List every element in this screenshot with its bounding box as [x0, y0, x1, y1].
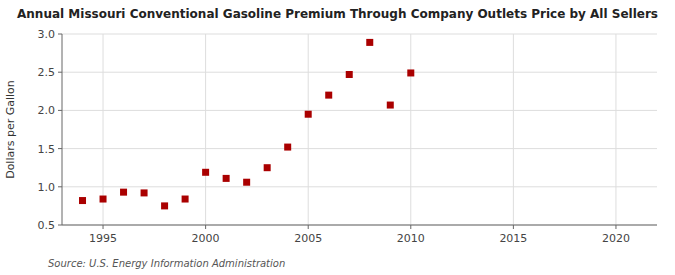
grid-line — [62, 148, 657, 149]
tick-mark — [58, 225, 62, 226]
tick-mark — [58, 148, 62, 149]
tick-mark — [513, 225, 514, 229]
grid-line — [615, 34, 616, 225]
tick-label: 1.0 — [38, 181, 56, 194]
y-axis-line — [62, 34, 63, 225]
grid-line — [410, 34, 411, 225]
tick-label: 2000 — [192, 232, 220, 245]
tick-label: 2005 — [294, 232, 322, 245]
tick-label: 2.0 — [38, 104, 56, 117]
grid-line — [62, 34, 657, 35]
grid-line — [205, 34, 206, 225]
tick-mark — [205, 225, 206, 229]
data-point — [407, 69, 414, 76]
data-point — [387, 102, 394, 109]
tick-label: 2015 — [499, 232, 527, 245]
data-point — [161, 202, 168, 209]
data-point — [120, 189, 127, 196]
y-axis-label: Dollars per Gallon — [4, 80, 17, 179]
tick-mark — [58, 72, 62, 73]
axes: 0.5 1.0 1.5 2.0 2.5 3.0 1995 2000 2005 2010 2015 20… — [38, 28, 658, 245]
tick-label: 2010 — [397, 232, 425, 245]
data-point — [243, 179, 250, 186]
tick-label: 2020 — [602, 232, 630, 245]
x-axis-line — [62, 225, 657, 226]
data-point — [182, 196, 189, 203]
tick-mark — [58, 34, 62, 35]
tick-mark — [58, 186, 62, 187]
tick-mark — [615, 225, 616, 229]
data-point — [305, 111, 312, 118]
grid-line — [62, 186, 657, 187]
data-point — [202, 169, 209, 176]
grid-line — [308, 34, 309, 225]
tick-label: 1.5 — [38, 143, 56, 156]
data-point — [325, 92, 332, 99]
grid-line — [513, 34, 514, 225]
tick-label: 3.0 — [38, 28, 56, 41]
tick-label: 0.5 — [38, 219, 56, 232]
grid-line — [62, 110, 657, 111]
tick-mark — [410, 225, 411, 229]
data-point — [223, 175, 230, 182]
chart: Annual Missouri Conventional Gasoline Pr… — [0, 0, 675, 275]
source-note: Source: U.S. Energy Information Administ… — [48, 258, 285, 269]
tick-mark — [103, 225, 104, 229]
data-point — [366, 39, 373, 46]
grid-line — [62, 72, 657, 73]
grid-line — [62, 225, 657, 226]
data-point — [141, 189, 148, 196]
tick-mark — [58, 110, 62, 111]
tick-label: 2.5 — [38, 66, 56, 79]
grid — [62, 34, 657, 225]
data-points — [79, 39, 414, 209]
title: Annual Missouri Conventional Gasoline Pr… — [17, 7, 658, 21]
tick-label: 1995 — [89, 232, 117, 245]
data-point — [284, 144, 291, 151]
data-point — [79, 197, 86, 204]
data-point — [346, 71, 353, 78]
data-point — [264, 164, 271, 171]
tick-mark — [308, 225, 309, 229]
data-point — [100, 196, 107, 203]
